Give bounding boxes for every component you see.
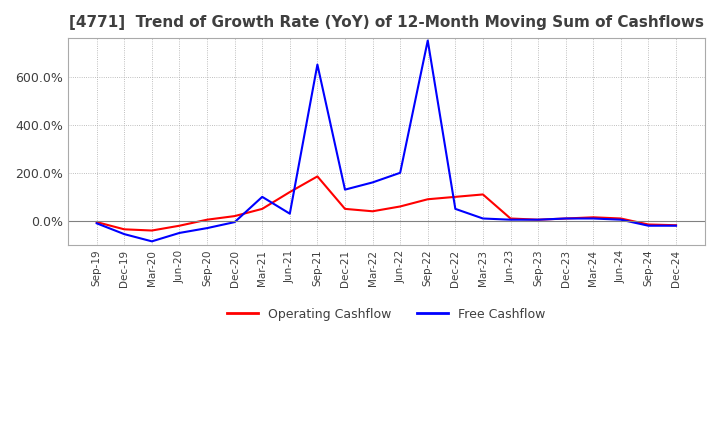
Free Cashflow: [175, 230, 184, 235]
Free Cashflow: [506, 217, 515, 222]
Operating Cashflow: [175, 223, 184, 228]
Legend: Operating Cashflow, Free Cashflow: Operating Cashflow, Free Cashflow: [222, 303, 551, 326]
Free Cashflow: [672, 223, 680, 228]
Operating Cashflow: [258, 206, 266, 212]
Operating Cashflow: [644, 222, 653, 227]
Operating Cashflow: [120, 227, 129, 232]
Free Cashflow: [451, 206, 459, 212]
Operating Cashflow: [230, 213, 239, 219]
Free Cashflow: [148, 239, 156, 244]
Free Cashflow: [230, 220, 239, 225]
Title: [4771]  Trend of Growth Rate (YoY) of 12-Month Moving Sum of Cashflows: [4771] Trend of Growth Rate (YoY) of 12-…: [69, 15, 704, 30]
Operating Cashflow: [203, 217, 212, 222]
Operating Cashflow: [506, 216, 515, 221]
Free Cashflow: [562, 216, 570, 221]
Free Cashflow: [120, 231, 129, 237]
Free Cashflow: [368, 180, 377, 185]
Operating Cashflow: [396, 204, 405, 209]
Free Cashflow: [313, 62, 322, 67]
Operating Cashflow: [534, 217, 542, 222]
Operating Cashflow: [92, 220, 101, 225]
Operating Cashflow: [451, 194, 459, 199]
Line: Free Cashflow: Free Cashflow: [96, 40, 676, 242]
Free Cashflow: [644, 223, 653, 228]
Free Cashflow: [396, 170, 405, 176]
Line: Operating Cashflow: Operating Cashflow: [96, 176, 676, 231]
Operating Cashflow: [479, 192, 487, 197]
Free Cashflow: [479, 216, 487, 221]
Free Cashflow: [286, 211, 294, 216]
Operating Cashflow: [562, 216, 570, 221]
Free Cashflow: [423, 38, 432, 43]
Operating Cashflow: [341, 206, 349, 212]
Operating Cashflow: [368, 209, 377, 214]
Operating Cashflow: [286, 189, 294, 194]
Operating Cashflow: [148, 228, 156, 233]
Free Cashflow: [258, 194, 266, 199]
Free Cashflow: [616, 217, 625, 222]
Operating Cashflow: [672, 223, 680, 228]
Operating Cashflow: [616, 216, 625, 221]
Free Cashflow: [92, 221, 101, 226]
Operating Cashflow: [423, 197, 432, 202]
Operating Cashflow: [313, 174, 322, 179]
Operating Cashflow: [589, 215, 598, 220]
Free Cashflow: [589, 216, 598, 221]
Free Cashflow: [341, 187, 349, 192]
Free Cashflow: [534, 217, 542, 222]
Free Cashflow: [203, 225, 212, 231]
